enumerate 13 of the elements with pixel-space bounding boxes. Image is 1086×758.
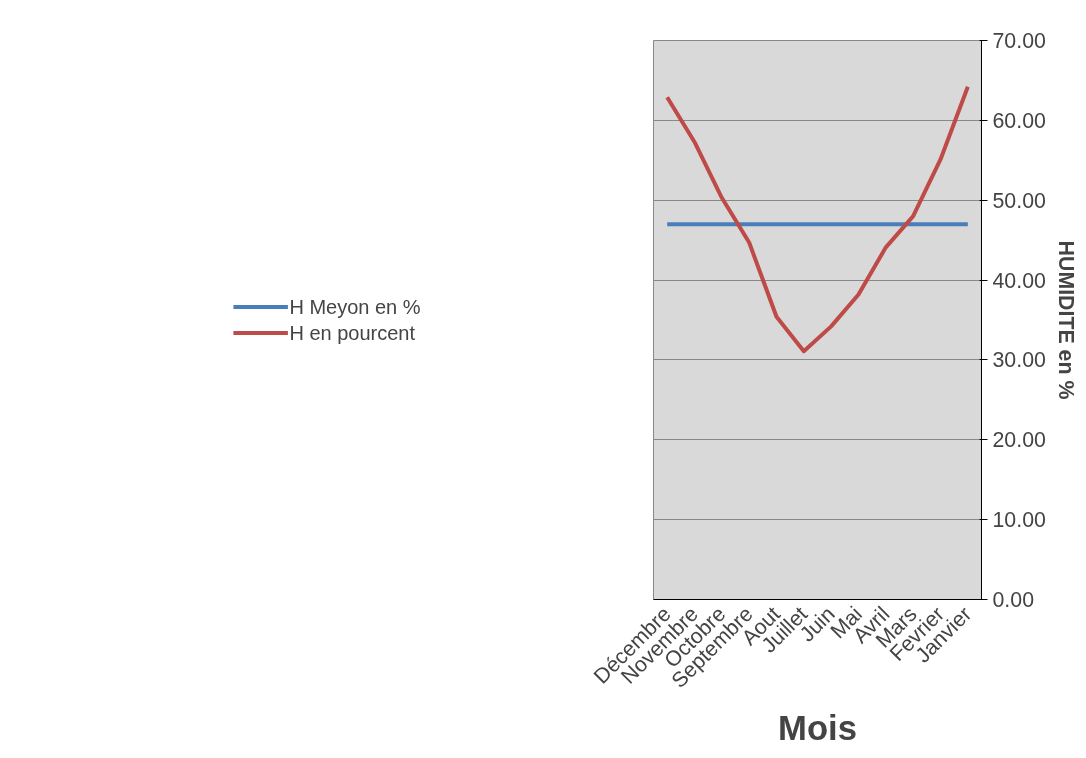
x-axis-title: Mois xyxy=(778,709,857,748)
y-tick-label: 70.00 xyxy=(992,29,1047,53)
legend-label: H Meyon en % xyxy=(289,295,421,318)
y-tick-label: 40.00 xyxy=(992,268,1047,293)
legend-label: H en pourcent xyxy=(289,321,416,344)
y-tick-label: 20.00 xyxy=(992,428,1047,453)
y-axis-title: HUMIDITE en % xyxy=(1053,240,1078,400)
y-tick-label: 60.00 xyxy=(992,108,1047,133)
y-tick-label: 50.00 xyxy=(992,188,1047,213)
y-tick-label: 10.00 xyxy=(992,508,1047,533)
line-series xyxy=(665,84,970,354)
y-tick-label: 30.00 xyxy=(992,348,1047,373)
y-tick-label: 0.00 xyxy=(992,588,1035,612)
